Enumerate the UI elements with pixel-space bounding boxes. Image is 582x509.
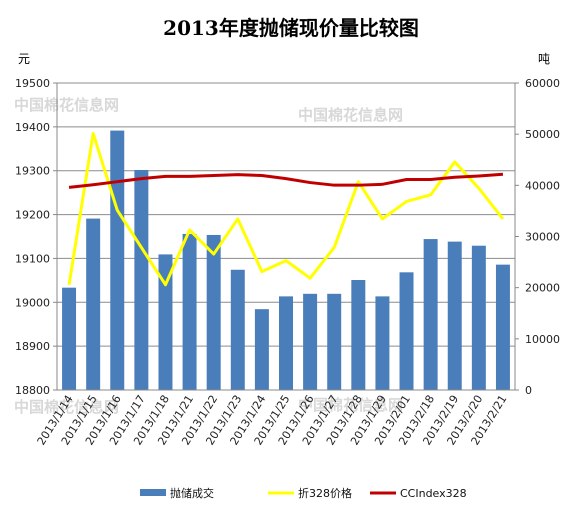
bar-series (62, 130, 510, 390)
watermark-text: 中国棉花信息网 (14, 96, 119, 114)
grid-lines (57, 82, 515, 391)
watermark-text: 中国棉花信息网 (298, 396, 403, 414)
bar (495, 264, 510, 390)
bar (423, 239, 438, 390)
bar (327, 293, 342, 390)
y-tick-label-left: 19000 (15, 296, 50, 309)
y-tick-label-right: 20000 (525, 282, 560, 295)
watermark-text: 中国棉花信息网 (14, 398, 119, 416)
bar (254, 309, 269, 390)
y-tick-label-left: 18800 (15, 384, 50, 397)
line-series (67, 131, 505, 287)
bar (230, 269, 245, 390)
bar (206, 234, 221, 390)
bar (375, 296, 390, 390)
bar (110, 130, 125, 390)
y-tick-label-left: 19100 (15, 252, 50, 265)
line-series-path (68, 172, 504, 189)
bar (86, 218, 101, 390)
bar (182, 233, 197, 390)
y-tick-label-right: 10000 (525, 333, 560, 346)
y-tick-label-right: 40000 (525, 179, 560, 192)
y-tick-label-right: 60000 (525, 77, 560, 90)
right-axis-unit: 吨 (538, 52, 550, 66)
y-tick-label-right: 0 (525, 384, 532, 397)
left-axis-unit: 元 (18, 52, 30, 66)
legend: 抛储成交 折328价格 CCIndex328 (140, 486, 467, 500)
bar (471, 245, 486, 390)
y-tick-label-left: 19300 (15, 165, 50, 178)
y-ticks-left: 18800 18900 19000 19100 19200 19300 19400 19500 (15, 77, 57, 397)
bar (279, 296, 293, 390)
y-ticks-right: 0 10000 20000 30000 40000 50000 60000 (515, 77, 560, 397)
line-series-path (67, 131, 505, 287)
legend-label: CCIndex328 (400, 487, 467, 500)
y-tick-label-left: 19400 (15, 121, 50, 134)
bar (399, 272, 414, 390)
legend-label: 折328价格 (298, 486, 352, 500)
bar (158, 254, 173, 390)
y-tick-label-right: 30000 (525, 231, 560, 244)
y-tick-label-left: 19200 (15, 209, 50, 222)
chart-title: 2013年度抛储现价量比较图 (163, 16, 419, 40)
bar (303, 293, 318, 390)
bar (447, 241, 462, 390)
legend-label: 抛储成交 (170, 486, 214, 500)
y-tick-label-right: 50000 (525, 128, 560, 141)
legend-swatch (140, 489, 166, 496)
bar (62, 287, 77, 390)
y-tick-label-left: 19500 (15, 77, 50, 90)
watermark-text: 中国棉花信息网 (298, 106, 403, 124)
bar (351, 279, 366, 390)
bar (134, 169, 149, 390)
y-tick-label-left: 18900 (15, 340, 50, 353)
